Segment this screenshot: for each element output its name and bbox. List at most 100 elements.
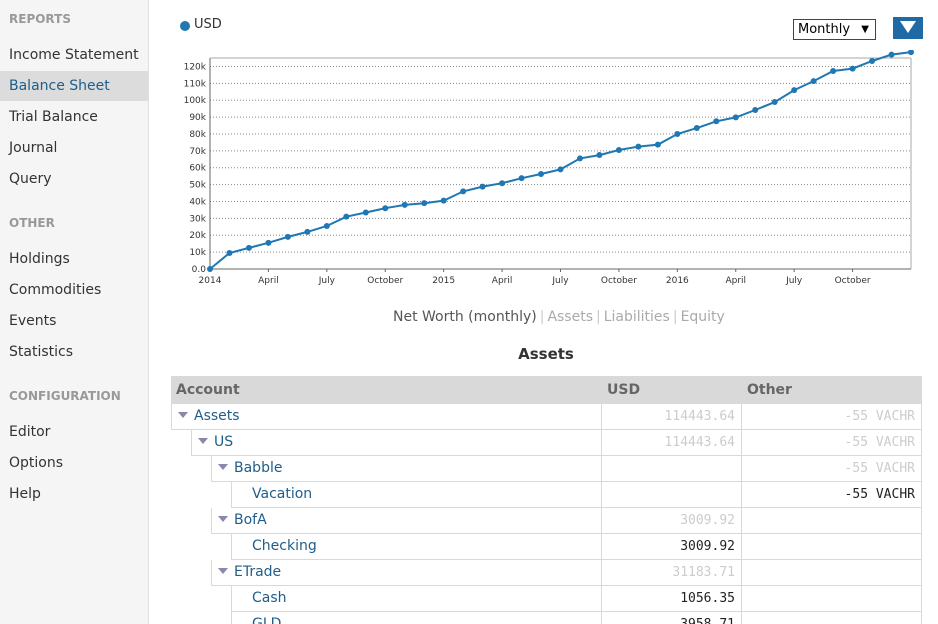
table-header: Account USD Other (171, 376, 922, 404)
data-point (323, 222, 330, 229)
other-balance-cell: -55 VACHR (741, 430, 922, 456)
sidebar-item-statistics[interactable]: Statistics (9, 344, 73, 360)
account-name[interactable]: Cash (252, 590, 287, 606)
account-cell[interactable]: GLD (231, 612, 601, 624)
chevron-down-icon: ▼ (861, 24, 869, 35)
y-tick-label: 120k (184, 62, 207, 72)
y-tick-label: 10k (189, 248, 206, 258)
data-point (460, 188, 467, 195)
account-cell[interactable]: ETrade (211, 560, 601, 586)
interval-select-value: Monthly (798, 22, 851, 37)
data-point (362, 209, 369, 216)
account-name[interactable]: ETrade (234, 564, 282, 580)
y-tick-label: 30k (189, 214, 206, 224)
interval-select[interactable]: Monthly ▼ (793, 19, 876, 40)
x-tick-label: 2015 (432, 276, 455, 286)
tab-assets[interactable]: Assets (547, 309, 593, 325)
legend-marker (180, 21, 190, 31)
account-name[interactable]: Checking (252, 538, 317, 554)
tab-separator: | (539, 309, 545, 325)
column-header-usd[interactable]: USD (607, 382, 641, 398)
data-point (654, 141, 661, 148)
sidebar-item-income-statement[interactable]: Income Statement (9, 47, 139, 63)
x-tick-label: April (258, 276, 279, 286)
account-cell[interactable]: Checking (231, 534, 601, 560)
table-row: Vacation -55 VACHR (171, 482, 922, 508)
data-point (869, 58, 876, 65)
sidebar-item-query[interactable]: Query (9, 171, 52, 187)
legend-label[interactable]: USD (194, 17, 222, 32)
sidebar-item-editor[interactable]: Editor (9, 424, 51, 440)
tab-separator: | (596, 309, 601, 325)
account-name[interactable]: BofA (234, 512, 267, 528)
sidebar-item-trial-balance[interactable]: Trial Balance (9, 109, 98, 125)
other-balance-cell: -55 VACHR (741, 404, 922, 430)
data-point (830, 67, 837, 74)
sidebar-item-events[interactable]: Events (9, 313, 57, 329)
account-name[interactable]: Assets (194, 408, 240, 424)
x-tick-label: October (601, 276, 637, 286)
data-point (421, 200, 428, 207)
y-tick-label: 110k (184, 79, 207, 89)
data-point (518, 175, 525, 182)
collapse-chart-button[interactable] (893, 17, 923, 39)
sidebar-item-holdings[interactable]: Holdings (9, 251, 70, 267)
expand-triangle-icon[interactable] (218, 516, 228, 522)
account-cell[interactable]: Babble (211, 456, 601, 482)
x-tick-label: 2014 (199, 276, 222, 286)
account-name[interactable]: US (214, 434, 234, 450)
account-cell[interactable]: Assets (171, 404, 601, 430)
expand-triangle-icon[interactable] (218, 568, 228, 574)
tab-liabilities[interactable]: Liabilities (603, 309, 670, 325)
tab-equity[interactable]: Equity (680, 309, 725, 325)
y-tick-label: 60k (189, 164, 206, 174)
data-point (732, 114, 739, 121)
data-point (207, 266, 213, 272)
table-row: Cash 1056.35 (171, 586, 922, 612)
data-point (693, 125, 700, 132)
expand-triangle-icon[interactable] (218, 464, 228, 470)
column-header-account[interactable]: Account (176, 382, 240, 398)
data-point (479, 183, 486, 190)
account-cell[interactable]: US (191, 430, 601, 456)
data-point (343, 213, 350, 220)
other-balance-cell (741, 586, 922, 612)
y-tick-label: 20k (189, 231, 206, 241)
other-balance-cell (741, 534, 922, 560)
expand-triangle-icon[interactable] (178, 412, 188, 418)
y-tick-label: 40k (189, 197, 206, 207)
data-point (908, 50, 914, 56)
data-point (635, 143, 642, 150)
sidebar-item-commodities[interactable]: Commodities (9, 282, 102, 298)
other-balance-cell: -55 VACHR (741, 456, 922, 482)
account-name[interactable]: GLD (252, 616, 282, 624)
account-cell[interactable]: Cash (231, 586, 601, 612)
usd-balance-cell: 3009.92 (601, 534, 741, 560)
usd-balance-cell: 114443.64 (601, 404, 741, 430)
column-header-other[interactable]: Other (747, 382, 792, 398)
x-tick-label: July (318, 276, 336, 286)
sidebar-item-options[interactable]: Options (9, 455, 64, 471)
data-point (382, 205, 389, 212)
x-tick-label: October (367, 276, 403, 286)
tab-net-worth[interactable]: Net Worth (monthly) (393, 309, 537, 325)
sidebar-item-help[interactable]: Help (9, 486, 41, 502)
data-point (791, 87, 798, 94)
table-row: BofA 3009.92 (171, 508, 922, 534)
sidebar-item-journal[interactable]: Journal (9, 140, 58, 156)
account-name[interactable]: Babble (234, 460, 283, 476)
sidebar-item-balance-sheet[interactable]: Balance Sheet (0, 71, 148, 101)
data-point (849, 65, 856, 72)
usd-balance-cell: 31183.71 (601, 560, 741, 586)
account-cell[interactable]: Vacation (231, 482, 601, 508)
y-tick-label: 0.0 (192, 265, 207, 275)
y-tick-label: 70k (189, 147, 206, 157)
other-balance-cell: -55 VACHR (741, 482, 922, 508)
table-row: Babble -55 VACHR (171, 456, 922, 482)
table-row: US 114443.64 -55 VACHR (171, 430, 922, 456)
data-point (576, 155, 583, 162)
expand-triangle-icon[interactable] (198, 438, 208, 444)
x-tick-label: July (551, 276, 569, 286)
account-name[interactable]: Vacation (252, 486, 313, 502)
account-cell[interactable]: BofA (211, 508, 601, 534)
